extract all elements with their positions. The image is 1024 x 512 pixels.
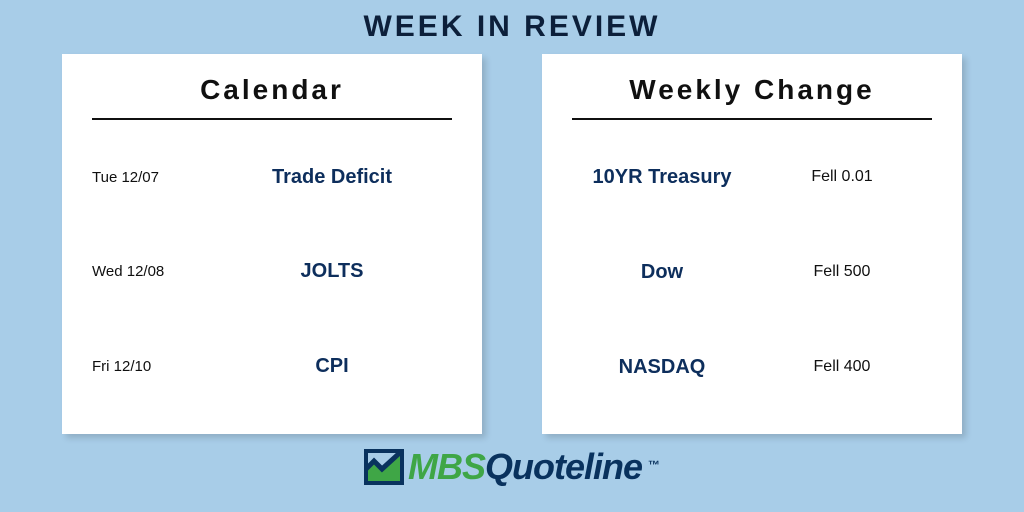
logo-part-quoteline: Quoteline xyxy=(485,446,642,487)
panels-container: Calendar Tue 12/07 Trade Deficit Wed 12/… xyxy=(62,54,962,434)
calendar-panel: Calendar Tue 12/07 Trade Deficit Wed 12/… xyxy=(62,54,482,434)
calendar-date: Wed 12/08 xyxy=(92,263,212,280)
chart-icon xyxy=(364,449,404,485)
page-title: WEEK IN REVIEW xyxy=(363,10,660,44)
weekly-change-row: NASDAQ Fell 400 xyxy=(572,355,932,379)
weekly-change-value: Fell 0.01 xyxy=(752,168,932,186)
weekly-change-panel: Weekly Change 10YR Treasury Fell 0.01 Do… xyxy=(542,54,962,434)
weekly-change-label: 10YR Treasury xyxy=(572,165,752,189)
calendar-date: Tue 12/07 xyxy=(92,169,212,186)
weekly-change-label: NASDAQ xyxy=(572,355,752,379)
weekly-change-label: Dow xyxy=(572,260,752,284)
weekly-change-row: Dow Fell 500 xyxy=(572,260,932,284)
weekly-change-value: Fell 400 xyxy=(752,358,932,376)
calendar-event: Trade Deficit xyxy=(212,166,452,189)
calendar-row: Tue 12/07 Trade Deficit xyxy=(92,166,452,189)
trademark-symbol: ™ xyxy=(648,458,660,472)
calendar-date: Fri 12/10 xyxy=(92,358,212,375)
logo: MBSQuoteline ™ xyxy=(364,446,660,488)
weekly-change-header: Weekly Change xyxy=(572,74,932,120)
calendar-row: Fri 12/10 CPI xyxy=(92,355,452,378)
logo-text: MBSQuoteline xyxy=(408,446,642,488)
calendar-event: JOLTS xyxy=(212,260,452,283)
calendar-rows: Tue 12/07 Trade Deficit Wed 12/08 JOLTS … xyxy=(92,130,452,414)
weekly-change-value: Fell 500 xyxy=(752,263,932,281)
calendar-event: CPI xyxy=(212,355,452,378)
weekly-change-row: 10YR Treasury Fell 0.01 xyxy=(572,165,932,189)
weekly-change-rows: 10YR Treasury Fell 0.01 Dow Fell 500 NAS… xyxy=(572,130,932,414)
calendar-row: Wed 12/08 JOLTS xyxy=(92,260,452,283)
logo-part-mbs: MBS xyxy=(408,446,485,487)
calendar-header: Calendar xyxy=(92,74,452,120)
